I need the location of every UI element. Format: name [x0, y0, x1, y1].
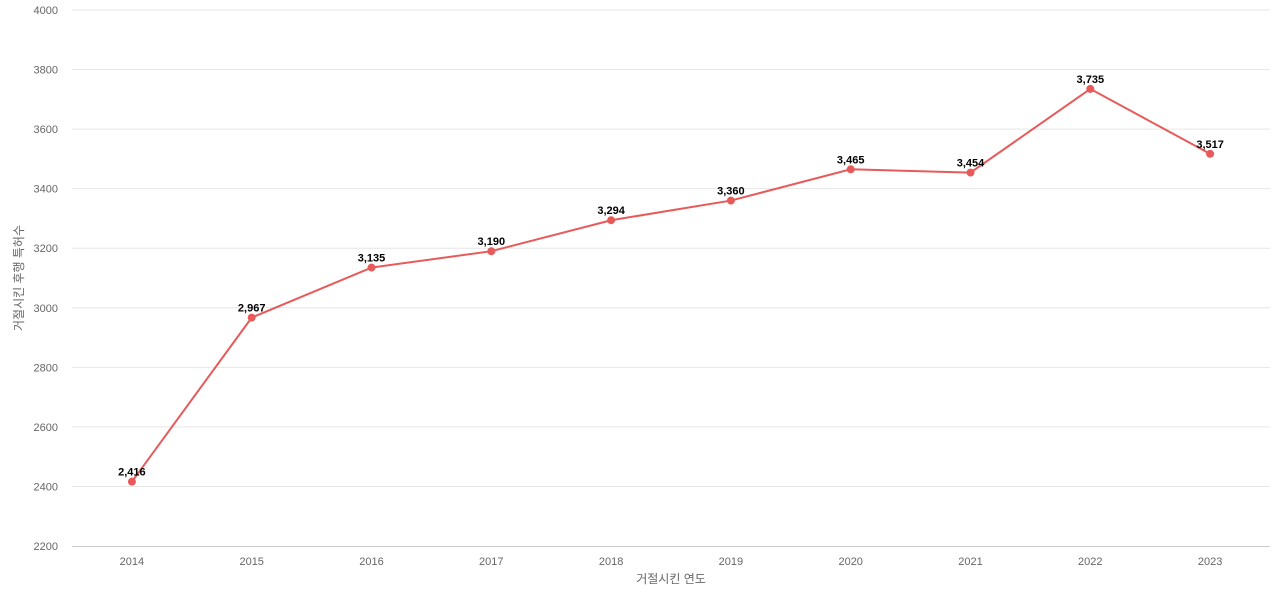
data-point[interactable]: [1086, 84, 1095, 93]
grid-lines: [72, 9, 1270, 487]
y-tick-label: 2200: [34, 541, 58, 553]
data-label: 2,967: [238, 303, 266, 315]
y-tick-label: 3800: [34, 65, 58, 77]
x-axis-ticks: 2014 2015 2016 2017 2018 2019 2020 2021 2022 2023: [120, 556, 1223, 568]
y-tick-label: 2400: [34, 481, 58, 493]
data-point[interactable]: [1206, 149, 1215, 158]
series-line: [131, 87, 1211, 483]
x-tick-label: 2020: [838, 556, 862, 568]
data-labels: 2,416 2,967 3,135 3,190 3,294 3,360 3,465 3,454…: [118, 74, 1224, 479]
series-group: [127, 84, 1215, 486]
y-tick-label: 3600: [34, 124, 58, 136]
y-tick-label: 2600: [34, 422, 58, 434]
x-tick-label: 2022: [1078, 556, 1102, 568]
y-tick-label: 3200: [34, 243, 58, 255]
data-point[interactable]: [966, 168, 975, 177]
data-label: 3,454: [957, 158, 985, 170]
data-label: 3,135: [358, 253, 386, 265]
data-label: 2,416: [118, 467, 146, 479]
data-point[interactable]: [846, 165, 855, 174]
data-label: 3,294: [597, 205, 625, 217]
data-label: 3,465: [837, 154, 865, 166]
y-tick-label: 4000: [34, 5, 58, 17]
y-tick-label: 3400: [34, 184, 58, 196]
x-tick-label: 2015: [239, 556, 263, 568]
data-point[interactable]: [127, 477, 136, 486]
x-tick-label: 2023: [1198, 556, 1222, 568]
data-point[interactable]: [247, 313, 256, 322]
x-tick-label: 2017: [479, 556, 503, 568]
data-label: 3,190: [478, 236, 506, 248]
x-axis-title: 거절시킨 연도: [636, 572, 706, 586]
x-tick-label: 2016: [359, 556, 383, 568]
x-tick-label: 2014: [120, 556, 144, 568]
x-tick-label: 2019: [719, 556, 743, 568]
x-tick-label: 2021: [958, 556, 982, 568]
x-tick-label: 2018: [599, 556, 623, 568]
data-label: 3,735: [1077, 74, 1105, 86]
data-label: 3,360: [717, 186, 745, 198]
y-tick-label: 3000: [34, 303, 58, 315]
y-axis-ticks: 2200 2400 2600 2800 3000 3200 3400 3600 3800 4000: [34, 5, 58, 553]
data-point[interactable]: [367, 263, 376, 272]
data-point[interactable]: [726, 196, 735, 205]
y-axis-title: 거절시킨 후행 특허수: [11, 225, 26, 331]
data-point[interactable]: [487, 247, 496, 256]
data-label: 3,517: [1196, 139, 1224, 151]
data-point[interactable]: [607, 216, 616, 225]
y-tick-label: 2800: [34, 362, 58, 374]
